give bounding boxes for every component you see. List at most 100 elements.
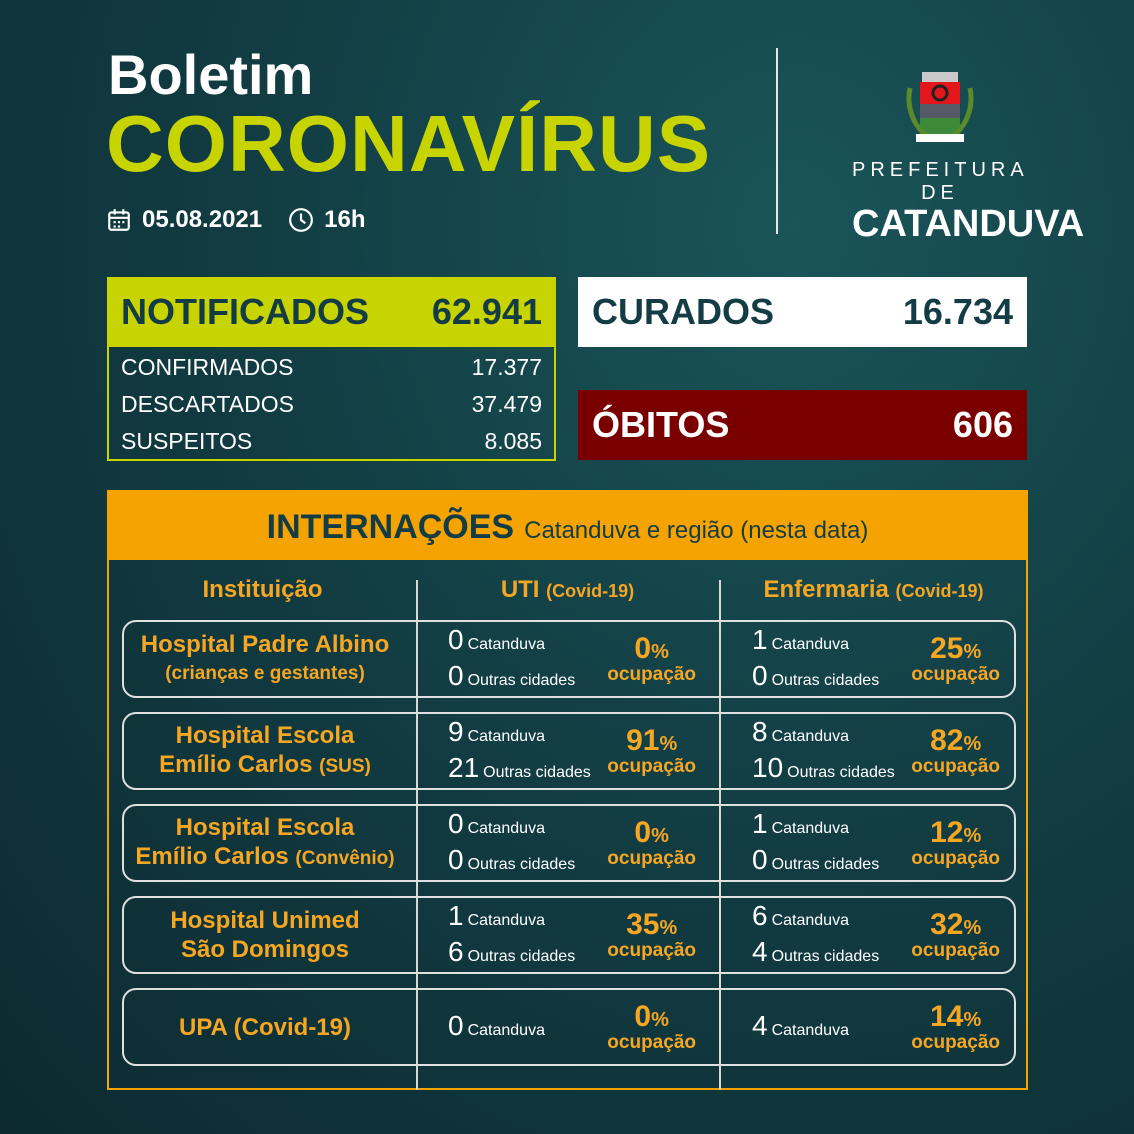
enf-cell: 8 Catanduva 10 Outras cidades 82% ocupação [724,714,1014,788]
local-count: 1 Catanduva [752,624,849,656]
count: 1 [752,624,768,655]
row-value: 37.479 [471,391,542,417]
enf-cell: 4 Catanduva 14% ocupação [724,990,1014,1064]
count-label: Catanduva [467,636,545,653]
occupation-value: 0 [634,1000,652,1033]
uti-cell: 0 Catanduva 0% ocupação [420,990,710,1064]
other-count: 0 Outras cidades [448,844,575,876]
col-label: UTI [500,576,540,603]
occupation: 91% ocupação [607,724,696,777]
occupation-value: 91 [626,724,660,757]
occupation-label: ocupação [607,848,696,869]
count: 9 [448,716,464,747]
occupation-value: 12 [930,816,964,849]
other-count: 4 Outras cidades [752,936,879,968]
institution-name: UPA (Covid-19) [124,990,406,1064]
enf-cell: 1 Catanduva 0 Outras cidades 25% ocupação [724,622,1014,696]
hospital-row: Hospital Unimed São Domingos 1 Catanduva 6 Ou… [122,896,1016,974]
uti-cell: 1 Catanduva 6 Outras cidades 35% ocupação [420,898,710,972]
notificados-value: 62.941 [431,291,542,332]
occupation: 32% ocupação [911,908,1000,961]
occupation: 12% ocupação [911,816,1000,869]
suspeitos-row: SUSPEITOS 8.085 [121,423,542,460]
occupation: 82% ocupação [911,724,1000,777]
local-count: 9 Catanduva [448,716,545,748]
occupation-label: ocupação [607,664,696,685]
count: 4 [752,1010,768,1041]
other-count: 0 Outras cidades [448,660,575,692]
count: 8 [752,716,768,747]
other-count: 21 Outras cidades [448,752,591,784]
col-uti: UTI (Covid-19) [416,576,719,604]
date: 05.08.2021 [142,206,263,233]
title-boletim: Boletim [108,43,314,106]
hospital-row: Hospital Padre Albino (crianças e gestant… [122,620,1016,698]
row-label: SUSPEITOS [121,428,253,454]
occupation-value: 32 [930,908,964,941]
notificados-label: NOTIFICADOS [121,291,369,332]
occupation-label: ocupação [607,1032,696,1053]
descartados-row: DESCARTADOS 37.479 [121,386,542,423]
uti-cell: 0 Catanduva 0 Outras cidades 0% ocupação [420,622,710,696]
date-time: 05.08.2021 16h [106,206,365,234]
local-count: 1 Catanduva [752,808,849,840]
logo-line2: CATANDUVA [852,203,1085,245]
crest-icon [906,72,974,142]
row-label: CONFIRMADOS [121,354,294,380]
count: 0 [448,624,464,655]
local-count: 4 Catanduva [752,1010,849,1042]
name-line1: Hospital Unimed [170,907,360,934]
internacoes-subtitle: Catanduva e região (nesta data) [524,517,869,544]
hospital-row: Hospital Escola Emílio Carlos (SUS) 9 Catan… [122,712,1016,790]
local-count: 0 Catanduva [448,624,545,656]
occupation: 25% ocupação [911,632,1000,685]
count-label: Catanduva [467,820,545,837]
other-count: 6 Outras cidades [448,936,575,968]
count: 21 [448,752,480,783]
time: 16h [324,206,366,233]
count-label: Catanduva [771,636,849,653]
col-sub: (Covid-19) [546,581,635,601]
divider [776,48,778,234]
count-label: Catanduva [467,1022,545,1039]
occupation: 14% ocupação [911,1000,1000,1053]
occupation-value: 25 [930,632,964,665]
institution-name: Hospital Escola Emílio Carlos (Convênio) [124,806,406,880]
occupation: 0% ocupação [607,1000,696,1053]
curados-label: CURADOS [592,291,775,332]
name-extra: (Convênio) [295,848,395,869]
hospital-row: Hospital Escola Emílio Carlos (Convênio) 0… [122,804,1016,882]
local-count: 6 Catanduva [752,900,849,932]
curados-box: CURADOS 16.734 [578,277,1027,347]
occupation: 0% ocupação [607,816,696,869]
other-count: 0 Outras cidades [752,844,879,876]
confirmados-row: CONFIRMADOS 17.377 [121,349,542,386]
count: 0 [448,1010,464,1041]
uti-cell: 0 Catanduva 0 Outras cidades 0% ocupação [420,806,710,880]
calendar-icon [108,209,130,231]
notificados-breakdown: CONFIRMADOS 17.377 DESCARTADOS 37.479 SUSP… [107,347,556,461]
col-enfermaria: Enfermaria (Covid-19) [719,576,1028,604]
institution-name: Hospital Escola Emílio Carlos (SUS) [124,714,406,788]
count: 6 [752,900,768,931]
name-line2: Emílio Carlos [135,843,289,870]
name-line2: São Domingos [180,936,349,963]
count-label: Catanduva [467,912,545,929]
count-label: Catanduva [771,728,849,745]
internacoes-header: INTERNAÇÕES Catanduva e região (nesta da… [109,492,1026,560]
occupation-label: ocupação [607,756,696,777]
count: 1 [752,808,768,839]
internacoes-title: INTERNAÇÕES [266,508,515,546]
enf-cell: 6 Catanduva 4 Outras cidades 32% ocupação [724,898,1014,972]
name-line1: Hospital Escola [175,722,355,749]
other-count: 10 Outras cidades [752,752,895,784]
title-coronavirus: CORONAVÍRUS [106,99,712,188]
count-label: Outras cidades [483,764,591,781]
count: 0 [752,844,768,875]
name-line1: Hospital Padre Albino [140,631,390,658]
occupation-value: 82 [930,724,964,757]
occupation-value: 0 [634,632,652,665]
count-label: Catanduva [467,728,545,745]
row-label: DESCARTADOS [121,391,294,417]
occupation-label: ocupação [911,664,1000,685]
